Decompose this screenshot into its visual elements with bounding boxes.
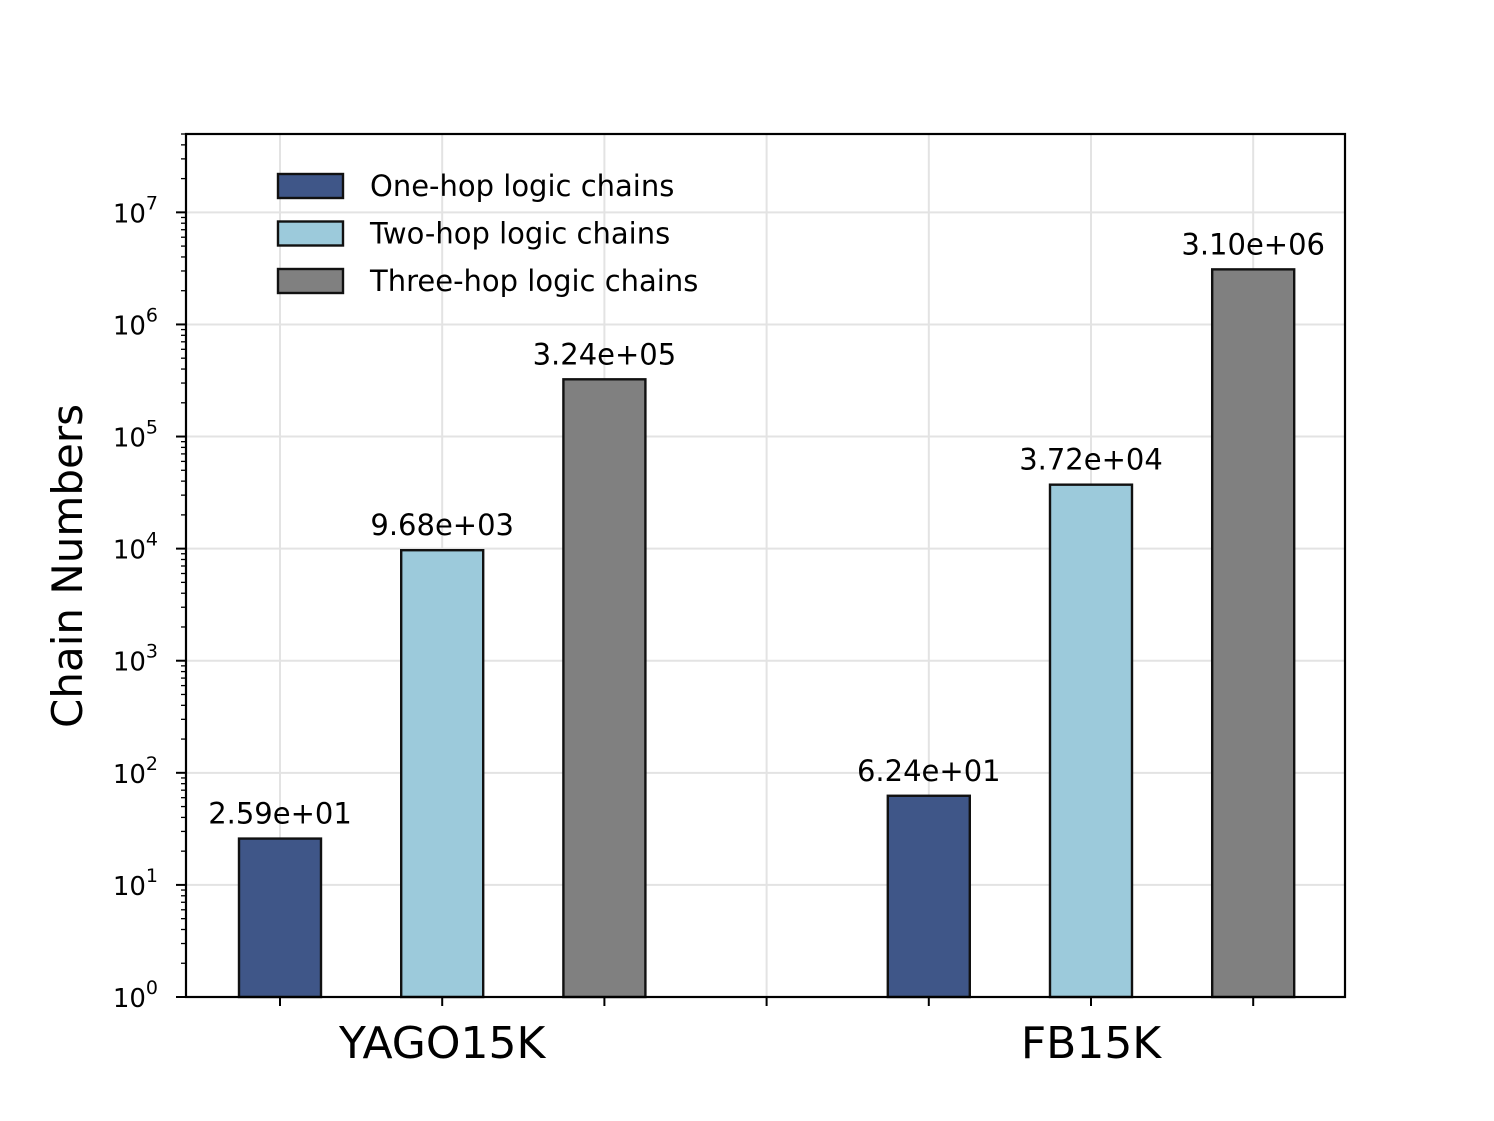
plot-frame (184, 132, 1347, 999)
data-label: 6.24e+01 (857, 754, 1001, 788)
legend-swatch-3 (276, 267, 345, 295)
y-tick-label: 102 (113, 753, 158, 790)
data-label: 3.72e+04 (1019, 443, 1163, 477)
legend-swatch-1 (276, 172, 345, 200)
bar-fb15k-series-3 (1210, 268, 1296, 999)
bar-fb15k-series-1 (886, 794, 971, 999)
axes: 100 101 102 103 104 105 106 107 YAGO15K FB15K (113, 133, 1255, 1069)
bar-fb15k-series-2 (1048, 483, 1134, 999)
data-labels: 2.59e+01 6.24e+01 9.68e+03 3.72e+04 3.24e+05… (208, 227, 1325, 830)
legend-label-1: One-hop logic chains (370, 169, 674, 203)
data-label: 9.68e+03 (370, 508, 514, 542)
legend: One-hop logic chains Two-hop logic chains… (276, 169, 698, 298)
grid (186, 134, 1345, 997)
y-tick-label: 106 (113, 304, 158, 341)
legend-label-3: Three-hop logic chains (369, 264, 698, 298)
x-category-label: FB15K (1021, 1018, 1162, 1069)
y-tick-label: 103 (113, 641, 158, 678)
x-category-label: YAGO15K (338, 1018, 547, 1069)
legend-swatch-2 (276, 220, 345, 247)
data-label: 3.24e+05 (533, 337, 677, 371)
legend-label-2: Two-hop logic chains (369, 217, 670, 251)
y-tick-label: 104 (113, 529, 158, 566)
bar-yago15k-series-2 (400, 549, 485, 999)
bars (237, 268, 1296, 999)
bar-yago15k-series-1 (237, 837, 323, 999)
y-tick-label: 107 (113, 192, 158, 229)
y-axis-title: Chain Numbers (43, 404, 92, 728)
y-tick-label: 101 (113, 865, 158, 902)
y-tick-label: 100 (113, 977, 158, 1014)
y-tick-label: 105 (113, 417, 158, 454)
bar-yago15k-series-3 (562, 378, 647, 999)
data-label: 3.10e+06 (1181, 227, 1325, 261)
data-label: 2.59e+01 (208, 797, 352, 831)
